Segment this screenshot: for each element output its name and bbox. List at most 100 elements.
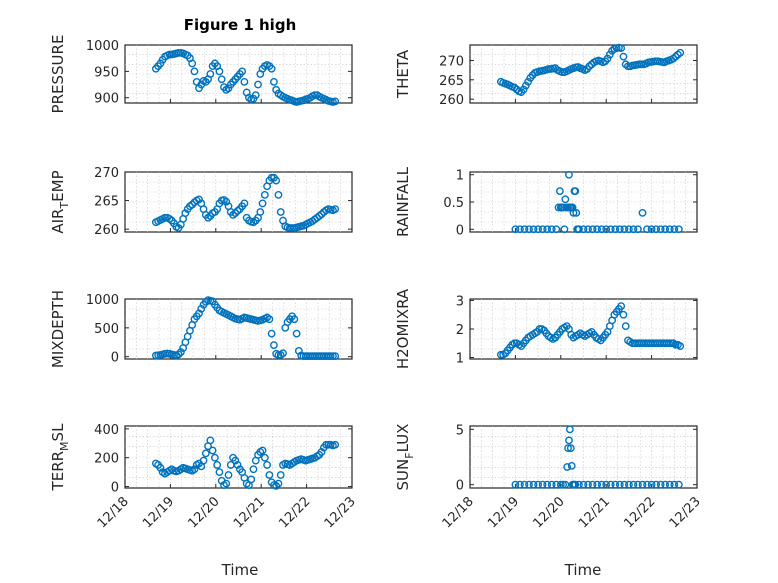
x-tick-label: 12/20	[186, 494, 223, 531]
data-point	[240, 78, 249, 86]
subplot-7: 0 200 400 12/18 12/19 12/20 12/21 12/22 12/23 TER…	[49, 423, 359, 531]
data-point	[251, 91, 260, 99]
data-point	[331, 97, 340, 106]
data-point	[565, 170, 573, 179]
subplot-6: 1 2 3 H2OMIXRA	[394, 288, 698, 369]
data-point	[233, 461, 242, 469]
y-tick-label: 200	[94, 452, 119, 467]
y-tick-label: 5	[456, 423, 464, 438]
y-tick-label: 900	[94, 92, 119, 107]
series-markers	[511, 425, 683, 489]
data-point	[256, 208, 265, 216]
data-point	[188, 59, 197, 68]
figure-title: Figure 1 high	[184, 16, 297, 34]
x-tick-label: 12/19	[140, 494, 177, 531]
data-point	[238, 67, 247, 76]
data-point	[665, 480, 674, 489]
y-tick-label: 500	[94, 322, 119, 337]
data-point	[597, 225, 606, 234]
y-tick-label: 400	[94, 423, 119, 438]
data-point	[272, 481, 281, 490]
x-tick-label: 12/21	[576, 494, 613, 531]
data-point	[274, 190, 283, 199]
data-point	[520, 225, 529, 234]
data-point	[585, 62, 594, 71]
data-point	[181, 209, 190, 218]
x-tick-label: 12/22	[621, 494, 658, 531]
data-point	[260, 453, 269, 462]
data-point	[625, 225, 633, 234]
data-point	[638, 209, 647, 217]
data-point	[511, 225, 520, 234]
data-point	[643, 480, 651, 489]
y-tick-label: 1000	[86, 293, 119, 308]
data-point	[215, 468, 224, 477]
data-point	[547, 480, 556, 489]
data-point	[584, 480, 592, 489]
data-point	[267, 329, 276, 338]
data-point	[572, 209, 581, 217]
data-point	[270, 78, 278, 86]
data-point	[326, 352, 335, 361]
data-point	[652, 225, 661, 234]
y-axis-label: RAINFALL	[394, 166, 412, 237]
data-point	[206, 436, 215, 445]
y-axis-label: MIXDEPTH	[49, 290, 67, 368]
data-point	[619, 310, 628, 319]
data-point	[534, 225, 542, 234]
data-point	[671, 340, 680, 349]
data-point	[617, 302, 626, 311]
data-point	[510, 83, 519, 92]
subplot-2: 260 265 270 THETA	[394, 43, 698, 108]
y-tick-label: 0	[456, 223, 464, 238]
y-axis-label: H2OMIXRA	[394, 288, 412, 369]
data-point	[647, 225, 656, 234]
data-point	[231, 209, 240, 218]
grid	[470, 426, 697, 488]
data-point	[543, 225, 552, 234]
data-point	[547, 225, 556, 234]
data-point	[602, 480, 611, 489]
data-point	[588, 480, 597, 489]
data-point	[676, 48, 685, 57]
data-point	[588, 225, 597, 234]
data-point	[538, 225, 547, 234]
data-point	[602, 225, 611, 234]
data-point	[231, 456, 240, 465]
data-point	[575, 480, 583, 489]
x-tick-label: 12/18	[440, 494, 477, 531]
data-point	[292, 329, 301, 338]
data-point	[222, 479, 231, 488]
data-point	[217, 75, 226, 84]
data-point	[674, 50, 682, 59]
data-point	[621, 322, 630, 331]
y-tick-label: 1000	[86, 39, 119, 54]
x-tick-label: 12/23	[322, 494, 359, 531]
series-markers	[511, 170, 683, 234]
data-point	[603, 54, 612, 63]
y-tick-label: 0	[111, 481, 119, 496]
data-point	[619, 52, 628, 61]
data-point	[274, 351, 283, 359]
y-tick-label: 270	[94, 166, 119, 181]
y-axis-label: TERRMSL	[49, 423, 71, 492]
data-point	[597, 480, 606, 489]
data-point	[521, 81, 530, 90]
subplot-8: 0 5 12/18 12/19 12/20 12/21 12/22 12/23 SUNFLUX	[394, 423, 704, 531]
data-point	[258, 446, 267, 455]
y-axis-label: THETA	[394, 49, 412, 99]
data-point	[260, 190, 269, 199]
data-point	[634, 225, 642, 234]
data-point	[529, 480, 538, 489]
data-point	[240, 199, 249, 208]
data-point	[571, 480, 580, 489]
data-point	[566, 444, 575, 453]
x-tick-label: 12/18	[95, 494, 132, 531]
data-point	[519, 85, 528, 94]
data-point	[270, 341, 278, 350]
data-point	[510, 339, 519, 348]
data-point	[637, 60, 646, 69]
data-point	[190, 465, 199, 474]
x-tick-label: 12/23	[667, 494, 704, 531]
data-point	[276, 208, 285, 216]
